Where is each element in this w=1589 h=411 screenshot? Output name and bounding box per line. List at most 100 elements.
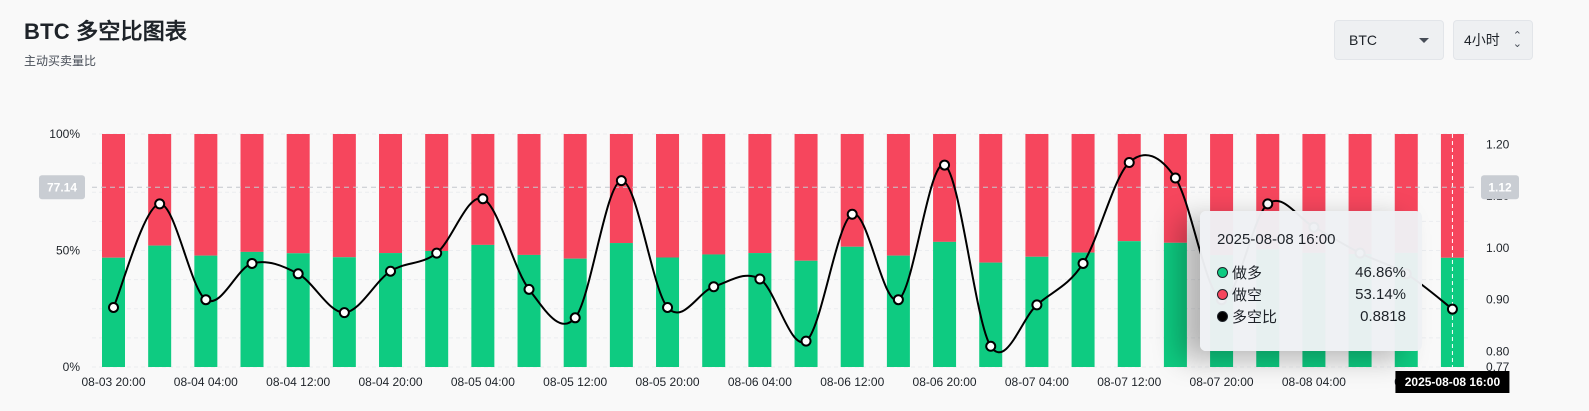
ratio-legend-dot-icon — [1217, 310, 1228, 322]
right-marker-badge — [1481, 175, 1519, 200]
short-bar — [425, 134, 449, 251]
short-bar — [609, 134, 633, 244]
tooltip-value-long: 46.86% — [1355, 263, 1406, 281]
short-bar — [471, 134, 495, 245]
long-bar — [471, 244, 495, 367]
short-bar — [1071, 134, 1095, 253]
tooltip-value-short: 53.14% — [1355, 285, 1406, 303]
long-legend-dot-icon — [1217, 266, 1228, 278]
long-bar — [1163, 242, 1187, 367]
x-axis-tick-label: 08-05 20:00 — [636, 375, 700, 389]
short-bar — [886, 134, 910, 256]
x-axis-tick-label: 08-07 12:00 — [1097, 375, 1161, 389]
ratio-point — [846, 208, 858, 220]
x-axis: 08-03 20:00 08-04 04:00 08-04 12:00 08-04 2… — [81, 371, 1510, 393]
short-bar — [979, 134, 1003, 263]
left-axis-tick-label: 100% — [49, 127, 80, 141]
right-axis-tick-label: 1.00 — [1486, 241, 1510, 255]
short-bar — [194, 134, 218, 256]
tooltip-row-long: 做多 46.86% — [1217, 261, 1406, 283]
x-axis-tick-label: 08-05 04:00 — [451, 375, 515, 389]
long-bar — [840, 246, 864, 367]
short-bar — [332, 134, 356, 258]
crosshair-x-badge — [1395, 371, 1510, 393]
caret-down-icon — [1419, 37, 1429, 43]
long-bar — [240, 251, 264, 367]
left-marker-badge — [39, 175, 85, 200]
short-bar — [286, 134, 310, 254]
long-bar — [979, 262, 1003, 367]
interval-select-value: 4小时 — [1464, 32, 1500, 48]
ratio-point — [985, 340, 997, 352]
page-subtitle: 主动买卖量比 — [24, 54, 97, 68]
crosshair-x-label: 2025-08-08 16:00 — [1405, 375, 1501, 389]
long-bar — [148, 245, 172, 367]
ratio-point — [385, 265, 397, 277]
ratio-point — [939, 159, 951, 171]
up-down-chevron-icon: ⌃ ⌄ — [1512, 30, 1522, 50]
left-marker-label: 77.14 — [47, 180, 77, 194]
ratio-point — [892, 294, 904, 306]
left-axis-tick-label: 0% — [63, 360, 81, 374]
long-bar — [933, 241, 957, 367]
asset-select-value: BTC — [1349, 32, 1377, 48]
x-axis-tick-label: 08-06 12:00 — [820, 375, 884, 389]
ratio-point — [1123, 156, 1135, 168]
x-axis-tick-label: 08-03 20:00 — [81, 375, 145, 389]
right-axis-tick-label: 0.77 — [1486, 360, 1510, 374]
ratio-point — [754, 273, 766, 285]
long-bar — [748, 253, 772, 367]
ratio-point — [200, 294, 212, 306]
short-bar — [1025, 134, 1049, 257]
ratio-point — [477, 193, 489, 205]
ratio-point — [615, 175, 627, 187]
short-bar — [563, 134, 587, 259]
ratio-point — [1446, 303, 1458, 315]
ratio-point — [338, 307, 350, 319]
long-bar — [794, 260, 818, 367]
ratio-point — [662, 301, 674, 313]
long-bar — [609, 243, 633, 367]
short-bar — [748, 134, 772, 254]
ratio-point — [708, 281, 720, 293]
interval-select[interactable]: 4小时 ⌃ ⌄ — [1453, 20, 1533, 60]
ratio-point — [523, 283, 535, 295]
short-bar — [1440, 134, 1464, 258]
long-bar — [286, 253, 310, 367]
short-bar — [517, 134, 541, 255]
x-axis-tick-label: 08-04 12:00 — [266, 375, 330, 389]
ratio-point — [1169, 172, 1181, 184]
x-axis-tick-label: 08-07 04:00 — [1005, 375, 1069, 389]
long-bar — [702, 254, 726, 367]
right-axis-tick-label: 1.20 — [1486, 137, 1510, 151]
long-bar — [194, 255, 218, 367]
ratio-point — [1077, 257, 1089, 269]
right-axis: 0.770.800.901.001.101.20 — [1486, 137, 1510, 374]
tooltip-row-short: 做空 53.14% — [1217, 283, 1406, 305]
long-bar — [886, 255, 910, 367]
short-bar — [794, 134, 818, 261]
long-bar — [1117, 241, 1141, 367]
short-bar — [102, 134, 125, 258]
chart-tooltip: 2025-08-08 16:00 做多 46.86% 做空 53.14% 多空比… — [1200, 211, 1422, 351]
long-bar — [1071, 252, 1095, 367]
short-bar — [933, 134, 957, 242]
x-axis-tick-label: 08-08 04:00 — [1282, 375, 1346, 389]
short-bar — [702, 134, 726, 255]
tooltip-date: 2025-08-08 16:00 — [1217, 231, 1336, 248]
short-bar — [148, 134, 172, 246]
ratio-point — [1031, 299, 1043, 311]
short-bar — [840, 134, 864, 247]
ratio-point — [154, 198, 166, 210]
short-bar — [240, 134, 264, 252]
ratio-point — [569, 312, 581, 324]
x-axis-tick-label: 08-07 20:00 — [1190, 375, 1254, 389]
x-axis-tick-label: 08-05 12:00 — [543, 375, 607, 389]
left-axis: 0% 50% 100% — [49, 127, 80, 374]
short-bar — [379, 134, 403, 254]
asset-select[interactable]: BTC — [1334, 20, 1444, 60]
ratio-point — [1262, 198, 1274, 210]
tooltip-label-long: 做多 — [1232, 264, 1263, 282]
x-axis-tick-label: 08-06 20:00 — [913, 375, 977, 389]
right-axis-tick-label: 0.90 — [1486, 293, 1510, 307]
